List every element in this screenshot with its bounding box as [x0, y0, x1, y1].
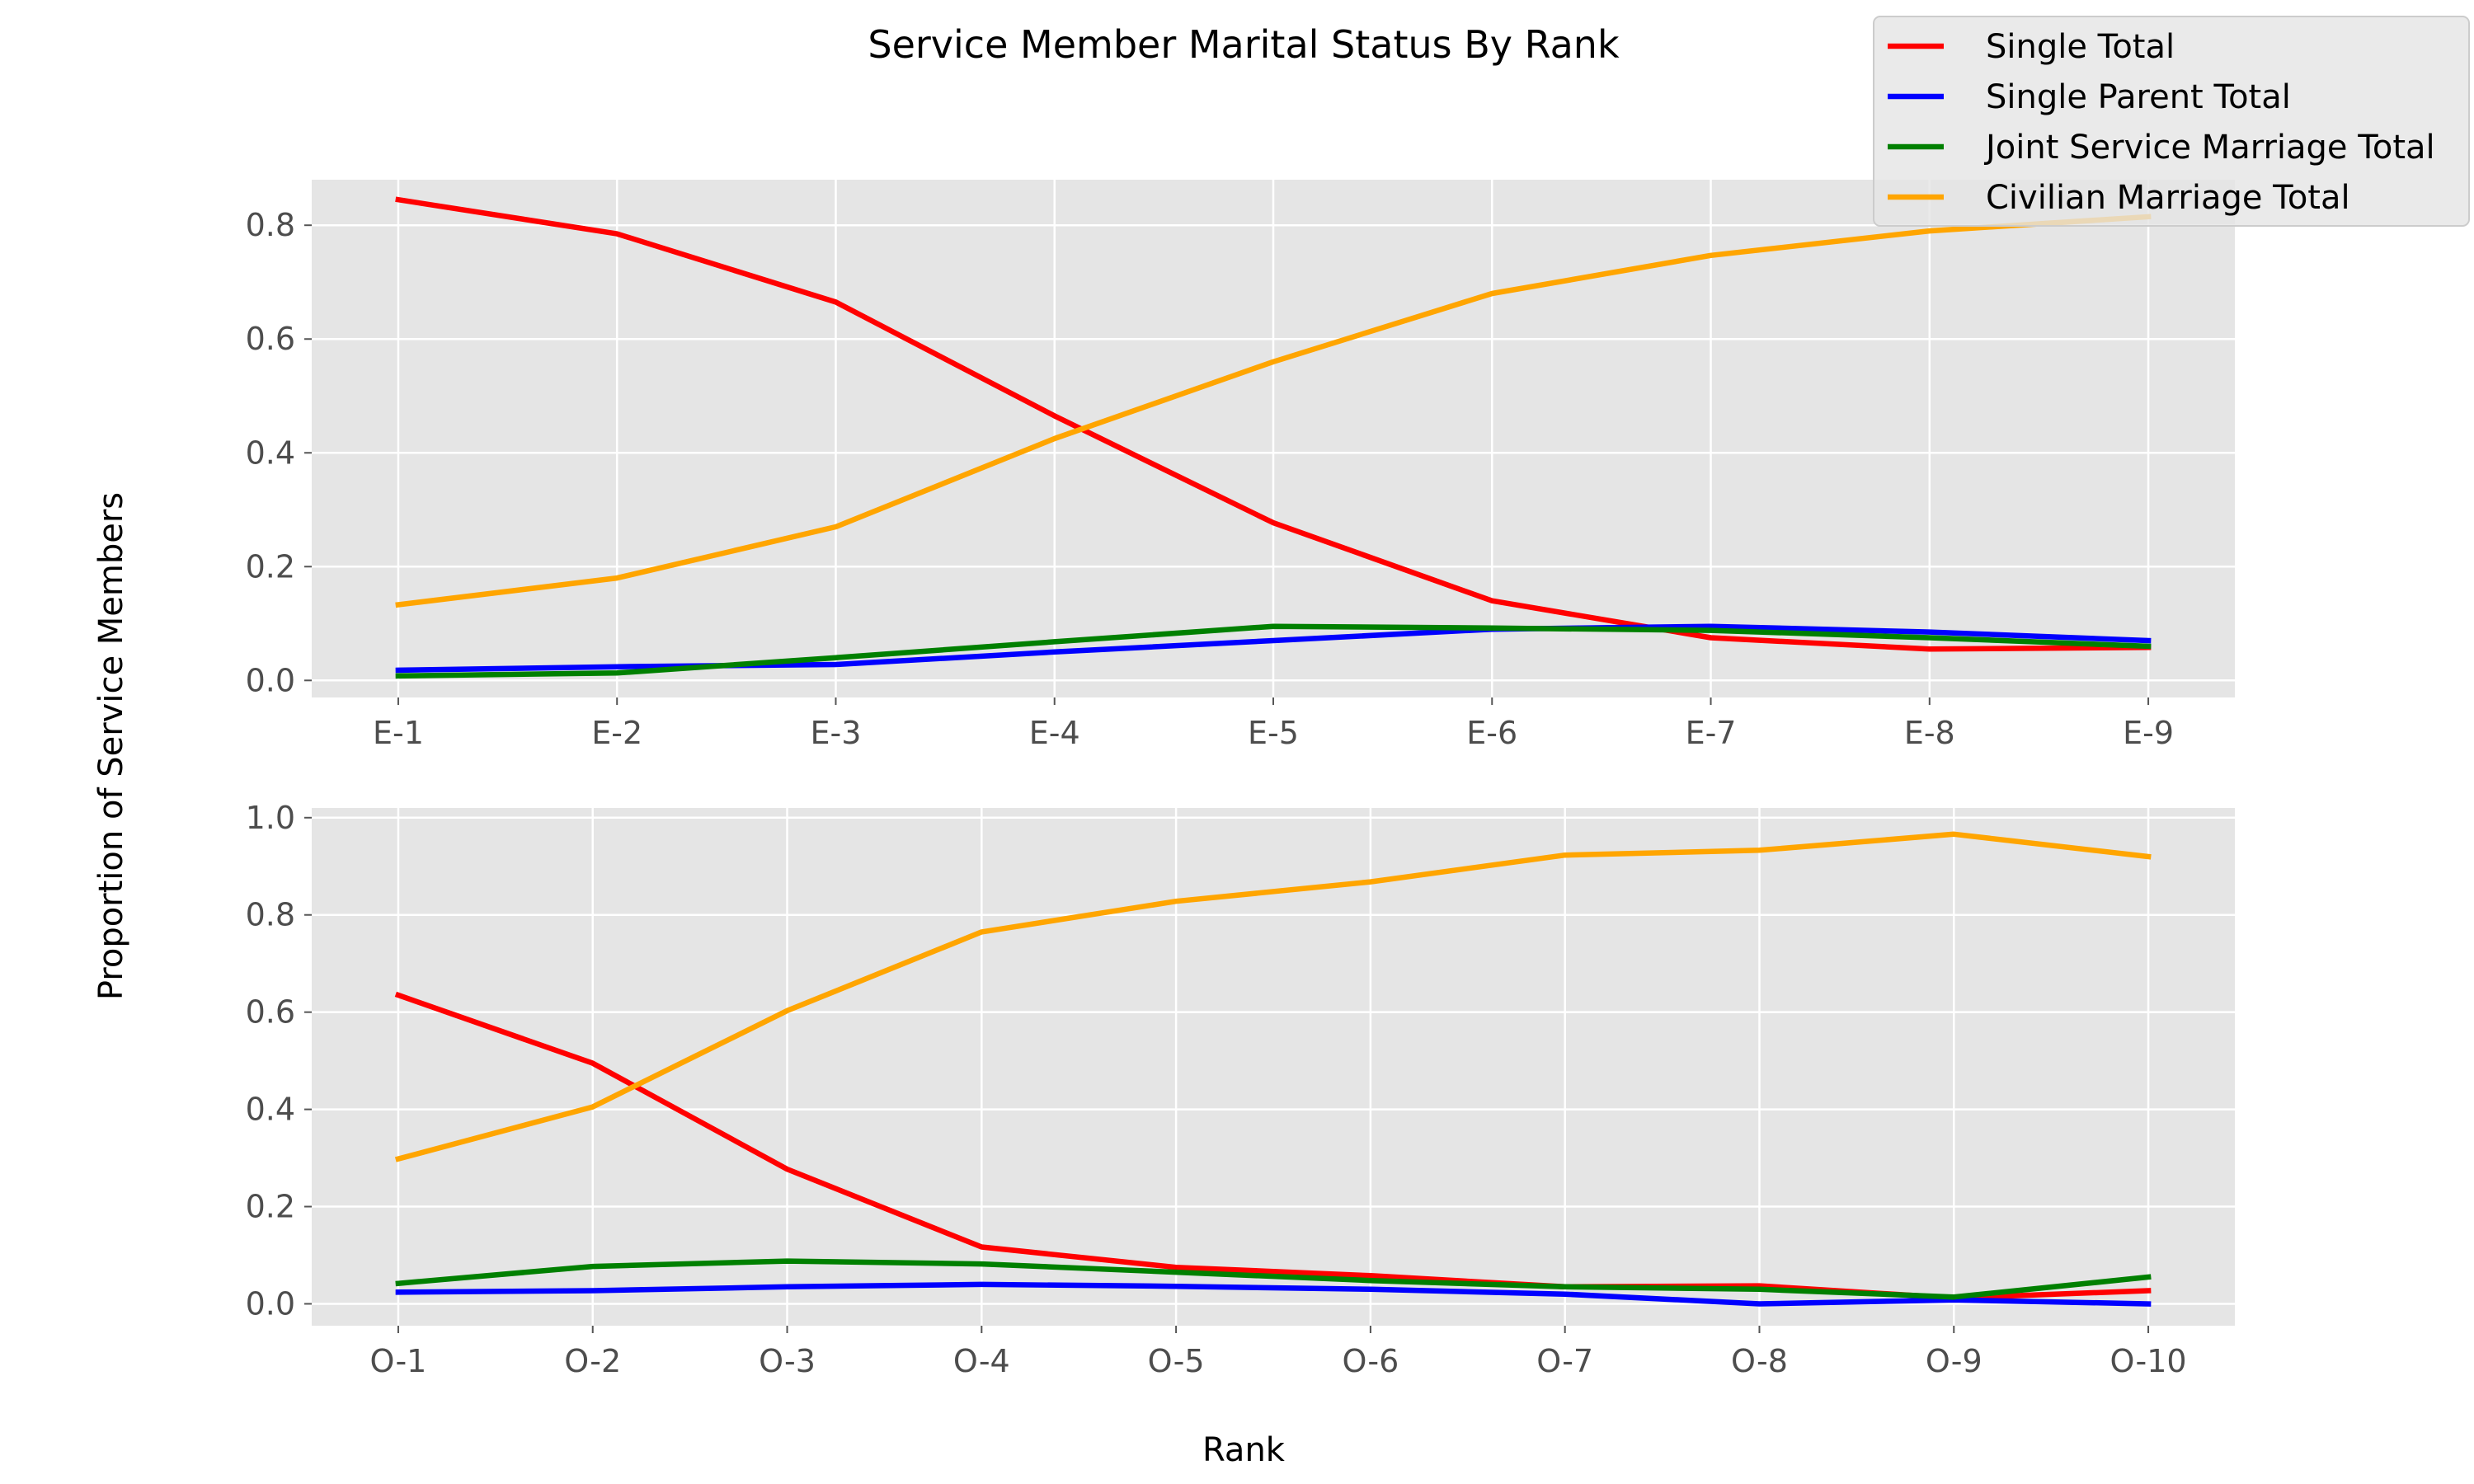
- y-tick-label: 0.6: [246, 994, 295, 1031]
- y-tick-label: 0.8: [246, 897, 295, 933]
- y-tick-label: 0.0: [246, 662, 295, 698]
- legend: Single Total Single Parent Total Joint Ser…: [1873, 16, 2470, 227]
- x-tick-label: O-9: [1926, 1343, 1982, 1379]
- y-tick-label: 0.0: [246, 1285, 295, 1322]
- x-tick-label: E-2: [591, 715, 642, 751]
- x-tick-label: E-7: [1686, 715, 1737, 751]
- y-tick-label: 0.6: [246, 321, 295, 357]
- x-tick-label: O-4: [953, 1343, 1010, 1379]
- y-tick-label: 0.2: [246, 548, 295, 585]
- x-tick-label: E-8: [1904, 715, 1955, 751]
- y-tick-label: 0.8: [246, 207, 295, 243]
- subplot-2: O-1 O-2 O-3 O-4 O-5 O-6 O-7 O-8 O-9 O-10 0.0 0.2 0.4…: [246, 800, 2235, 1379]
- x-tick-label: E-6: [1466, 715, 1517, 751]
- chart-title: Service Member Marital Status By Rank: [868, 22, 1620, 67]
- y-tick-label: 0.4: [246, 434, 295, 471]
- x-tick-label: E-9: [2123, 715, 2174, 751]
- y-tick-label: 1.0: [246, 800, 295, 836]
- x-tick-label: O-2: [564, 1343, 621, 1379]
- plot-area: [312, 808, 2235, 1326]
- x-tick-label: O-5: [1148, 1343, 1205, 1379]
- x-tick-label: O-1: [370, 1343, 427, 1379]
- legend-box: [1873, 16, 2470, 227]
- x-axis-label: Rank: [1202, 1431, 1286, 1469]
- legend-label: Single Total: [1986, 28, 2175, 66]
- x-tick-label: E-1: [373, 715, 424, 751]
- x-tick-label: E-4: [1029, 715, 1080, 751]
- series-line-civilian-marriage-total: [394, 831, 2152, 1162]
- y-tick-label: 0.2: [246, 1189, 295, 1225]
- series-line-single-total: [395, 196, 2152, 652]
- x-tick-label: E-5: [1248, 715, 1299, 751]
- y-tick-label: 0.4: [246, 1092, 295, 1128]
- legend-label: Single Parent Total: [1986, 78, 2291, 116]
- legend-label: Civilian Marriage Total: [1986, 179, 2350, 217]
- y-axis-label: Proportion of Service Members: [92, 492, 130, 1000]
- series-line-joint-service-marriage-total: [395, 1258, 2152, 1300]
- series-line-joint-service-marriage-total: [395, 623, 2152, 679]
- legend-label: Joint Service Marriage Total: [1983, 129, 2435, 167]
- x-tick-label: O-8: [1731, 1343, 1788, 1379]
- x-tick-label: O-10: [2110, 1343, 2187, 1379]
- subplot-1: E-1 E-2 E-3 E-4 E-5 E-6 E-7 E-8 E-9 0.0 0.2 0.4 0.6 0…: [246, 180, 2235, 751]
- x-tick-label: E-3: [811, 715, 862, 751]
- x-tick-label: O-3: [759, 1343, 816, 1379]
- series-line-single-parent-total: [395, 1281, 2152, 1307]
- x-tick-label: O-6: [1342, 1343, 1399, 1379]
- x-tick-label: O-7: [1536, 1343, 1593, 1379]
- series-line-civilian-marriage-total: [395, 214, 2152, 608]
